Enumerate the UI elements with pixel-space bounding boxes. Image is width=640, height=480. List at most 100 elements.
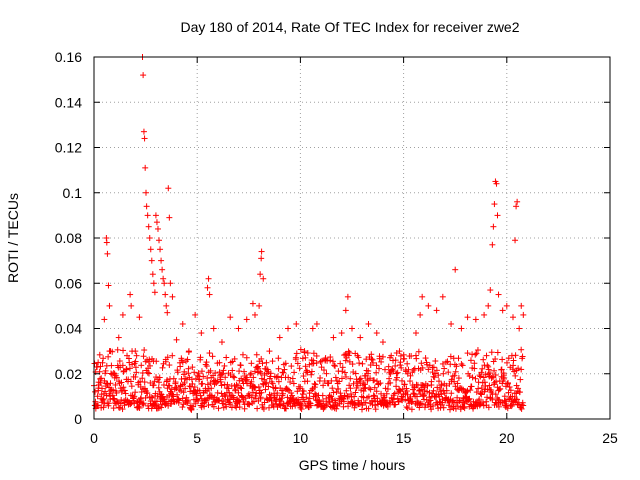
roti-point: [132, 358, 139, 365]
roti-point: [413, 355, 420, 362]
roti-point: [304, 350, 311, 357]
roti-point: [520, 402, 527, 409]
roti-point: [151, 378, 158, 385]
roti-point: [385, 363, 392, 370]
roti-point: [179, 359, 186, 366]
roti-point: [96, 351, 103, 358]
roti-point: [250, 374, 257, 381]
roti-point: [306, 361, 313, 368]
roti-point: [267, 370, 274, 377]
roti-point: [272, 398, 279, 405]
roti-point: [512, 237, 519, 244]
roti-point: [140, 128, 147, 135]
roti-point: [427, 403, 434, 410]
roti-point: [223, 403, 230, 410]
roti-point: [473, 350, 480, 357]
roti-point: [139, 375, 146, 382]
roti-point: [219, 370, 226, 377]
roti-point: [330, 403, 337, 410]
roti-point: [266, 404, 273, 411]
roti-point: [231, 374, 238, 381]
roti-point: [520, 311, 527, 318]
roti-point: [452, 266, 459, 273]
roti-point: [332, 399, 339, 406]
roti-point: [465, 396, 472, 403]
roti-point: [192, 400, 199, 407]
roti-point: [296, 365, 303, 372]
roti-point: [518, 346, 525, 353]
roti-point: [255, 383, 262, 390]
roti-point: [425, 366, 432, 373]
roti-point: [165, 185, 172, 192]
roti-point: [133, 369, 140, 376]
roti-point: [307, 402, 314, 409]
roti-point: [142, 394, 149, 401]
roti-point: [155, 379, 162, 386]
roti-point: [153, 358, 160, 365]
roti-point: [394, 369, 401, 376]
roti-point: [365, 393, 372, 400]
roti-point: [274, 373, 281, 380]
roti-point: [293, 320, 300, 327]
roti-point: [127, 291, 134, 298]
roti-point: [491, 379, 498, 386]
roti-point: [446, 399, 453, 406]
roti-point: [467, 357, 474, 364]
roti-point: [97, 363, 104, 370]
roti-point: [372, 406, 379, 413]
roti-point: [516, 325, 523, 332]
roti-point: [403, 404, 410, 411]
roti-point: [236, 404, 243, 411]
roti-point: [124, 352, 131, 359]
roti-point: [390, 368, 397, 375]
roti-point: [284, 394, 291, 401]
roti-point: [233, 381, 240, 388]
roti-point: [471, 360, 478, 367]
roti-point: [107, 387, 114, 394]
roti-point: [136, 404, 143, 411]
roti-point: [320, 382, 327, 389]
roti-point: [313, 360, 320, 367]
roti-point: [471, 365, 478, 372]
roti-point: [150, 382, 157, 389]
roti-point: [230, 373, 237, 380]
roti-point: [261, 399, 268, 406]
roti-point: [269, 380, 276, 387]
y-axis-label: ROTI / TECUs: [5, 193, 21, 283]
roti-point: [99, 396, 106, 403]
roti-point: [257, 271, 264, 278]
roti-point: [269, 358, 276, 365]
roti-point: [217, 378, 224, 385]
roti-point: [392, 357, 399, 364]
roti-point: [172, 379, 179, 386]
roti-point: [303, 394, 310, 401]
roti-point: [257, 370, 264, 377]
roti-point: [115, 334, 122, 341]
roti-point: [412, 330, 419, 337]
roti-point: [326, 399, 333, 406]
roti-point: [411, 384, 418, 391]
roti-point: [132, 348, 139, 355]
roti-point: [338, 375, 345, 382]
roti-point: [114, 346, 121, 353]
roti-point: [252, 384, 259, 391]
roti-point: [266, 348, 273, 355]
roti-point: [340, 398, 347, 405]
roti-point: [345, 403, 352, 410]
roti-point: [309, 325, 316, 332]
roti-point: [143, 203, 150, 210]
roti-point: [401, 381, 408, 388]
roti-point: [332, 374, 339, 381]
roti-point: [138, 388, 145, 395]
roti-point: [489, 396, 496, 403]
roti-point: [330, 389, 337, 396]
roti-point: [302, 354, 309, 361]
roti-point: [407, 378, 414, 385]
roti-point: [197, 354, 204, 361]
roti-point: [189, 380, 196, 387]
roti-point: [304, 369, 311, 376]
roti-point: [322, 402, 329, 409]
roti-point: [420, 393, 427, 400]
roti-point: [329, 358, 336, 365]
roti-point: [368, 355, 375, 362]
